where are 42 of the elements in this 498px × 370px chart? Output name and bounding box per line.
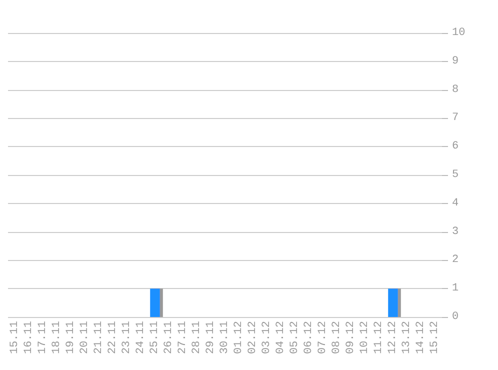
y-tick-label: 10 [452, 27, 466, 39]
x-tick-label: 01.12 [233, 321, 245, 354]
x-tick-label: 25.11 [149, 320, 161, 354]
y-tick-label: 6 [452, 140, 459, 153]
x-tick-label: 13.12 [401, 321, 413, 354]
x-tick-label: 23.11 [121, 320, 133, 354]
x-tick-label: 05.12 [289, 321, 301, 354]
x-tick-label: 10.12 [359, 321, 371, 354]
x-tick-label: 16.11 [23, 320, 35, 354]
x-tick-label: 11.12 [373, 321, 385, 354]
x-tick-label: 20.11 [79, 320, 91, 354]
x-tick-label: 15.12 [429, 321, 441, 354]
x-tick-label: 03.12 [261, 321, 273, 354]
y-tick-label: 1 [452, 282, 459, 295]
x-tick-label: 19.11 [65, 320, 77, 354]
x-tick-label: 30.11 [219, 320, 231, 354]
x-tick-label: 18.11 [51, 320, 63, 354]
y-tick-label: 8 [452, 84, 459, 96]
x-tick-label: 21.11 [93, 320, 105, 354]
x-tick-label: 07.12 [317, 321, 329, 354]
x-tick-label: 26.11 [163, 320, 175, 354]
x-tick-label: 09.12 [345, 321, 357, 354]
x-tick-label: 24.11 [135, 320, 147, 354]
y-tick-label: 7 [452, 112, 459, 124]
y-tick-label: 2 [452, 254, 459, 266]
x-tick-label: 08.12 [331, 321, 343, 354]
y-tick-label: 9 [452, 55, 459, 68]
y-tick-label: 5 [452, 169, 459, 181]
x-tick-label: 04.12 [275, 321, 287, 354]
x-tick-label: 15.11 [9, 320, 21, 354]
y-tick-label: 4 [452, 197, 459, 210]
x-tick-label: 28.11 [191, 320, 203, 354]
x-tick-label: 06.12 [303, 321, 315, 354]
x-tick-label: 27.11 [177, 320, 189, 354]
y-tick-label: 0 [452, 311, 459, 323]
x-tick-label: 14.12 [415, 321, 427, 354]
x-tick-label: 12.12 [387, 321, 399, 354]
x-tick-label: 17.11 [37, 320, 49, 354]
x-tick-label: 22.11 [107, 320, 119, 354]
x-tick-label: 29.11 [205, 320, 217, 354]
y-tick-label: 3 [452, 226, 459, 238]
x-tick-label: 02.12 [247, 321, 259, 354]
